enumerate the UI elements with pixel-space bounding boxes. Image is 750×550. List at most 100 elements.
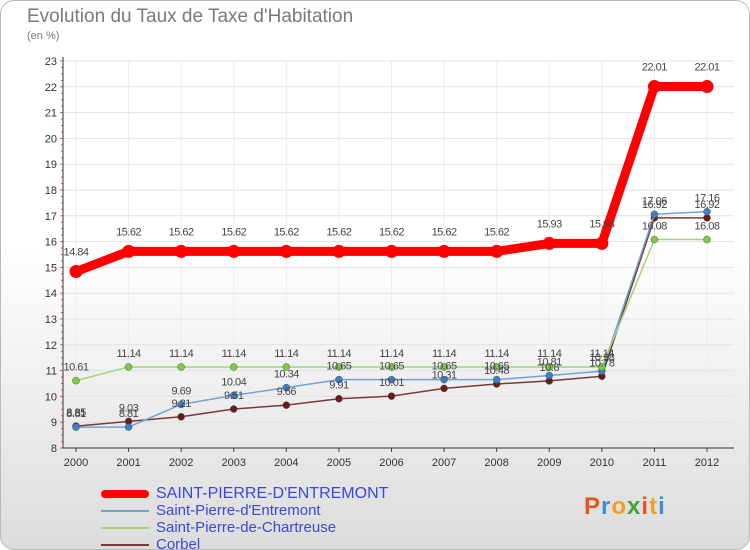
x-tick-label: 2009 (537, 457, 561, 469)
data-point (332, 244, 346, 258)
data-point (440, 363, 448, 371)
y-tick-label: 16 (45, 237, 57, 249)
data-point (492, 375, 501, 384)
data-point (335, 375, 343, 384)
data-label: 10.34 (274, 369, 299, 381)
data-point (545, 363, 553, 371)
legend-swatch (101, 510, 149, 512)
data-point (282, 401, 291, 409)
x-tick-label: 2003 (222, 457, 246, 469)
data-point (387, 392, 396, 400)
logo-letter: r (601, 493, 612, 520)
x-tick-label: 2006 (379, 457, 403, 469)
data-label: 17.06 (642, 195, 667, 207)
data-point (177, 413, 185, 421)
data-point (387, 375, 396, 384)
data-point (545, 371, 553, 380)
legend-label: Corbel (156, 536, 201, 550)
data-label: 9.91 (329, 380, 349, 392)
chart-title: Evolution du Taux de Taxe d'Habitation (27, 6, 354, 27)
data-label: 15.62 (169, 226, 194, 238)
data-point (437, 244, 451, 258)
data-label: 16.08 (694, 221, 719, 233)
data-point (650, 235, 659, 244)
data-point (385, 244, 398, 258)
data-point (703, 207, 711, 216)
data-label: 22.01 (642, 62, 667, 74)
data-point (542, 236, 556, 250)
y-tick-label: 17 (45, 211, 57, 223)
logo-letter: i (641, 493, 650, 520)
data-label: 10.61 (63, 362, 88, 374)
data-point (230, 405, 238, 413)
data-label: 15.62 (326, 226, 351, 238)
y-tick-label: 8 (51, 443, 57, 455)
data-label: 11.14 (379, 348, 404, 360)
data-point (72, 423, 80, 431)
y-tick-label: 23 (45, 56, 57, 68)
data-label: 10.65 (484, 361, 509, 373)
data-point (230, 391, 238, 400)
data-label: 11.14 (116, 348, 141, 360)
x-tick-label: 2004 (274, 457, 298, 469)
logo-letter: t (649, 493, 659, 520)
logo-letter: x (627, 493, 642, 520)
y-tick-label: 15 (45, 262, 57, 274)
data-label: 14.84 (63, 247, 88, 259)
data-label: 11.14 (485, 348, 510, 360)
x-tick-label: 2010 (590, 457, 614, 469)
logo-letter: o (611, 493, 628, 520)
data-label: 11.14 (169, 348, 194, 360)
legend-swatch (101, 527, 149, 529)
data-label: 11.14 (590, 348, 615, 360)
data-point (440, 375, 448, 384)
data-label: 10.98 (589, 352, 614, 364)
logo-letter: P (584, 493, 602, 520)
data-label: 11.14 (222, 348, 247, 360)
data-label: 15.62 (274, 226, 299, 238)
data-point (335, 394, 343, 403)
legend-swatch (101, 544, 149, 546)
data-point (595, 236, 609, 250)
data-label: 15.62 (484, 226, 509, 238)
data-point (177, 363, 185, 371)
data-label: 9.03 (119, 402, 139, 414)
data-point (72, 376, 80, 385)
y-tick-label: 11 (46, 366, 57, 378)
legend-label: Saint-Pierre-de-Chartreuse (156, 519, 337, 536)
x-tick-label: 2011 (643, 457, 667, 469)
logo-letter: i (658, 493, 666, 520)
chart-subtitle: (en %) (27, 30, 60, 42)
x-tick-label: 2008 (484, 457, 508, 469)
data-label: 15.62 (116, 226, 141, 238)
y-tick-label: 13 (45, 314, 57, 326)
x-tick-label: 2001 (116, 457, 140, 469)
data-label: 10.78 (589, 357, 614, 369)
data-label: 15.93 (589, 218, 614, 230)
data-label: 10.81 (537, 357, 562, 369)
data-point (230, 363, 238, 371)
data-label: 16.92 (694, 199, 719, 211)
data-point (598, 363, 606, 371)
y-tick-label: 21 (45, 108, 57, 120)
data-label: 16.08 (642, 221, 667, 233)
data-point (387, 363, 396, 371)
y-tick-label: 14 (45, 288, 57, 300)
data-label: 9.69 (171, 385, 191, 397)
data-label: 9.51 (224, 390, 244, 402)
legend-label: SAINT-PIERRE-D'ENTREMONT (156, 485, 389, 502)
x-tick-label: 2012 (695, 457, 719, 469)
data-label: 10.65 (432, 361, 457, 373)
x-tick-label: 2007 (432, 457, 456, 469)
data-point (174, 244, 188, 258)
data-label: 15.93 (537, 218, 562, 230)
legend-swatch (101, 490, 149, 498)
data-point (124, 423, 133, 431)
data-label: 10.48 (484, 365, 509, 377)
data-point (335, 363, 343, 371)
data-label: 22.01 (694, 62, 719, 74)
y-tick-label: 20 (45, 133, 57, 145)
data-point (650, 210, 659, 219)
